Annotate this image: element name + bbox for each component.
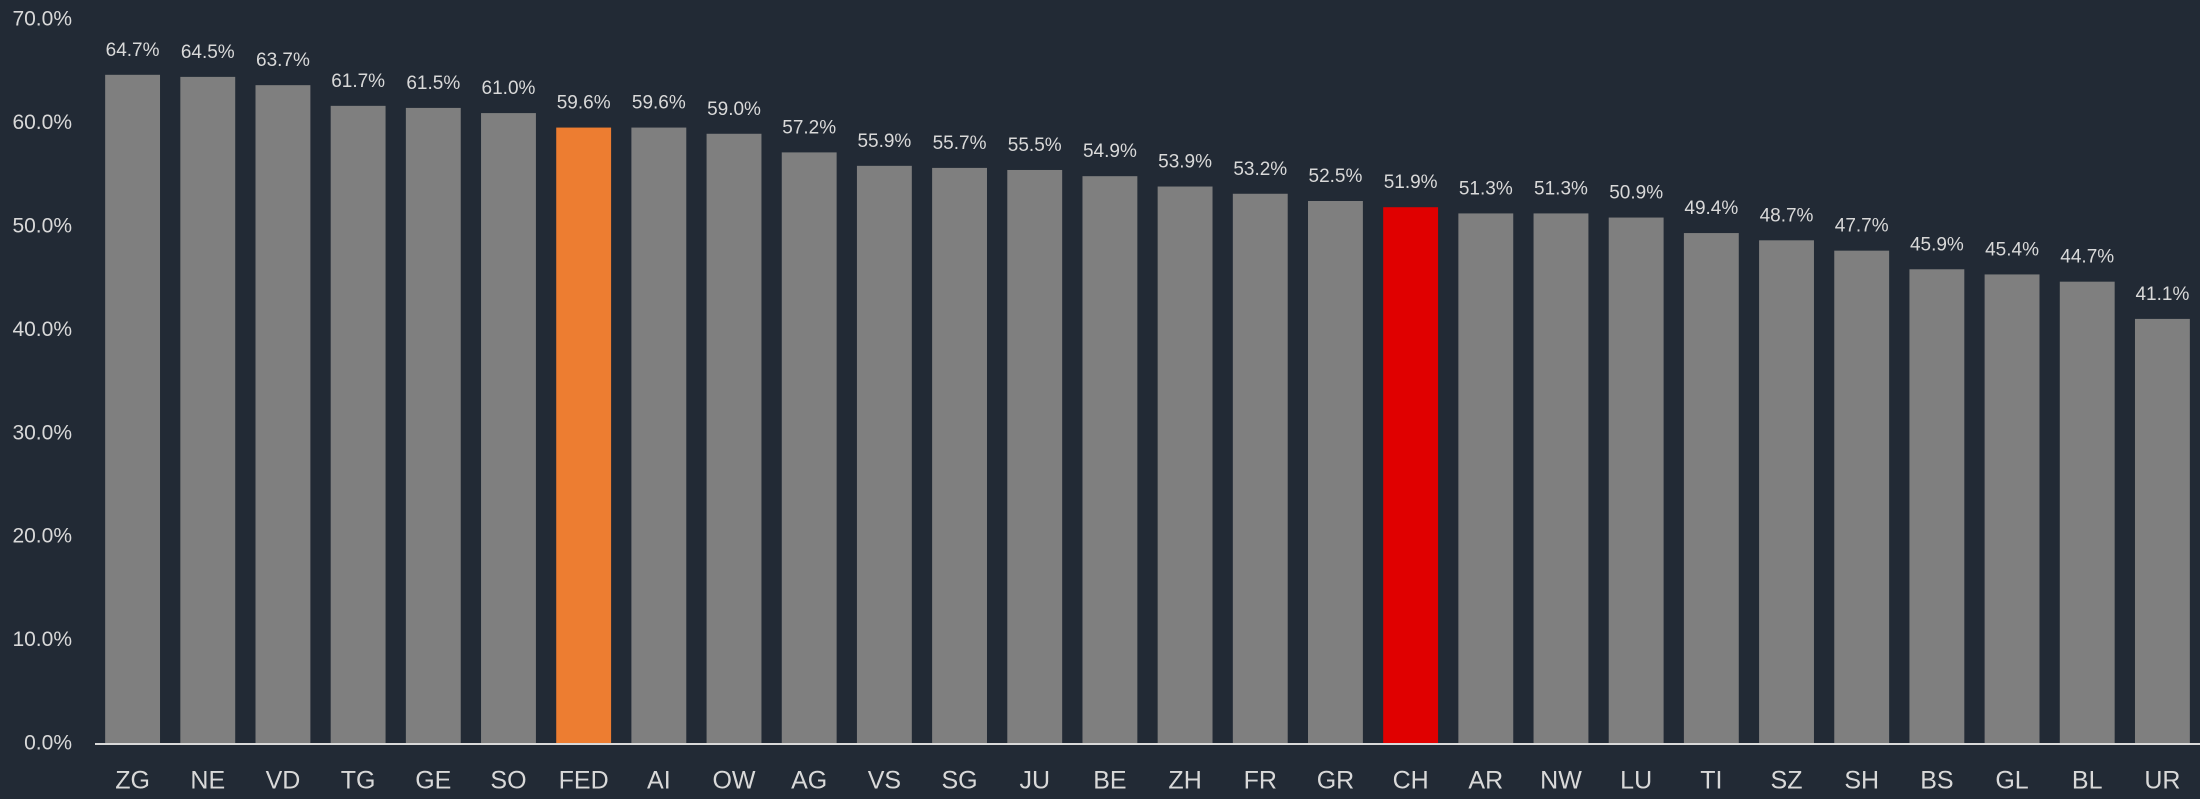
x-tick-label: AG	[791, 767, 827, 795]
bar	[2134, 318, 2190, 744]
bar	[631, 127, 687, 744]
x-tick-label: VS	[868, 767, 901, 795]
bar	[1909, 269, 1965, 744]
bar	[706, 133, 762, 744]
value-label: 45.4%	[1985, 239, 2039, 260]
value-label: 51.3%	[1459, 178, 1513, 199]
y-tick-label: 50.0%	[12, 214, 72, 237]
x-tick-label: GR	[1317, 767, 1355, 795]
bar	[1157, 186, 1213, 744]
x-tick-label: SG	[941, 767, 977, 795]
bar	[556, 127, 612, 744]
bar	[1383, 207, 1439, 745]
value-label: 55.5%	[1008, 135, 1062, 156]
value-label: 59.6%	[557, 93, 611, 114]
x-tick-label: GL	[1995, 767, 2028, 795]
x-tick-label: FR	[1244, 767, 1277, 795]
x-tick-label: SZ	[1771, 767, 1803, 795]
x-tick-label: ZH	[1168, 767, 1201, 795]
bar	[1082, 176, 1138, 745]
x-tick-label: BE	[1093, 767, 1126, 795]
x-tick-label: OW	[712, 767, 755, 795]
y-tick-label: 0.0%	[24, 732, 72, 755]
value-label: 61.0%	[482, 78, 536, 99]
value-label: 64.5%	[181, 42, 235, 63]
value-label: 51.9%	[1384, 172, 1438, 193]
x-tick-label: SH	[1844, 767, 1879, 795]
x-tick-label: NE	[190, 767, 225, 795]
value-label: 59.0%	[707, 99, 761, 120]
value-label: 49.4%	[1684, 198, 1738, 219]
bar	[1984, 274, 2040, 744]
x-tick-label: SO	[490, 767, 526, 795]
x-tick-label: AR	[1468, 767, 1503, 795]
x-tick-label: NW	[1540, 767, 1582, 795]
value-label: 50.9%	[1609, 183, 1663, 204]
x-tick-label: JU	[1019, 767, 1050, 795]
bar	[2059, 281, 2115, 744]
bar	[932, 167, 987, 745]
bar	[180, 76, 236, 744]
bar	[1608, 217, 1664, 744]
bar	[405, 107, 461, 744]
x-tick-label: ZG	[115, 767, 150, 795]
x-tick-label: VD	[266, 767, 301, 795]
value-label: 51.3%	[1534, 178, 1588, 199]
y-tick-label: 30.0%	[12, 421, 72, 444]
y-tick-label: 70.0%	[12, 8, 72, 31]
value-label: 55.9%	[857, 131, 911, 152]
value-label: 64.7%	[106, 40, 160, 61]
bar	[1683, 233, 1739, 744]
y-tick-label: 40.0%	[12, 318, 72, 341]
value-label: 53.2%	[1233, 159, 1287, 180]
bar	[1007, 169, 1063, 744]
value-label: 41.1%	[2135, 284, 2189, 305]
bar	[1458, 213, 1514, 744]
value-label: 47.7%	[1835, 216, 1889, 237]
x-tick-label: LU	[1620, 767, 1652, 795]
value-label: 59.6%	[632, 93, 686, 114]
x-tick-label: BS	[1920, 767, 1953, 795]
value-label: 61.7%	[331, 71, 385, 92]
bar	[856, 165, 912, 744]
bar	[1533, 213, 1589, 744]
y-tick-label: 20.0%	[12, 525, 72, 548]
value-label: 45.9%	[1910, 234, 1964, 255]
value-label: 48.7%	[1760, 205, 1814, 226]
value-label: 55.7%	[933, 133, 987, 154]
bar	[781, 152, 837, 745]
bar	[1759, 240, 1814, 744]
bar	[330, 105, 386, 745]
value-label: 54.9%	[1083, 141, 1137, 162]
bar	[1308, 201, 1363, 744]
value-label: 63.7%	[256, 50, 310, 71]
bar	[1232, 193, 1288, 744]
x-tick-label: CH	[1393, 767, 1429, 795]
x-tick-label: GE	[415, 767, 451, 795]
x-tick-label: TI	[1700, 767, 1722, 795]
value-label: 57.2%	[782, 117, 836, 138]
bar	[481, 113, 536, 745]
x-tick-label: AI	[647, 767, 671, 795]
y-tick-label: 10.0%	[12, 628, 72, 651]
x-tick-label: BL	[2072, 767, 2103, 795]
bar	[1834, 250, 1890, 744]
x-tick-label: FED	[559, 767, 609, 795]
x-tick-label: TG	[341, 767, 376, 795]
x-tick-label: UR	[2144, 767, 2180, 795]
value-label: 44.7%	[2060, 247, 2114, 268]
value-label: 61.5%	[406, 73, 460, 94]
bar	[255, 85, 311, 744]
bar	[105, 74, 161, 745]
y-tick-label: 60.0%	[12, 111, 72, 134]
value-label: 53.9%	[1158, 152, 1212, 173]
value-label: 52.5%	[1309, 166, 1363, 187]
